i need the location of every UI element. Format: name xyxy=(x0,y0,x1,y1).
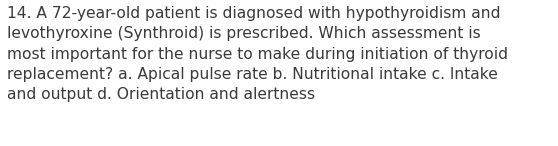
Text: 14. A 72-year-old patient is diagnosed with hypothyroidism and
levothyroxine (Sy: 14. A 72-year-old patient is diagnosed w… xyxy=(7,6,508,102)
